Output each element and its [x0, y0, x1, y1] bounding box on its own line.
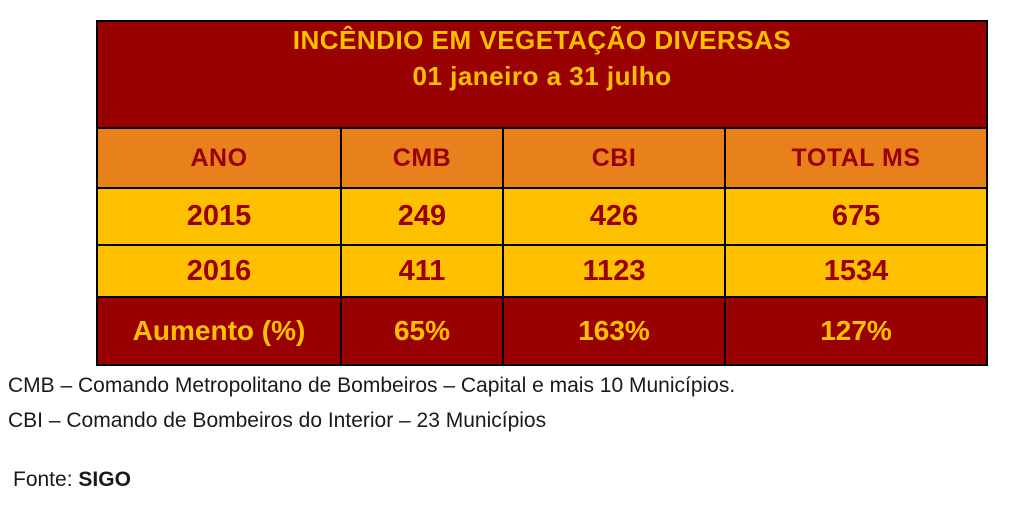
source-label: Fonte:	[13, 468, 73, 491]
cell-2016-cmb: 411	[340, 244, 504, 298]
footnotes: CMB – Comando Metropolitano de Bombeiros…	[8, 371, 735, 441]
table-title-line2: 01 janeiro a 31 julho	[412, 61, 672, 91]
cell-increase-cbi: 163%	[502, 296, 726, 366]
table-title-cell: INCÊNDIO EM VEGETAÇÃO DIVERSAS 01 janeir…	[95, 20, 989, 129]
table-row-increase: Aumento (%) 65% 163% 127%	[96, 296, 989, 366]
cell-2015-cbi: 426	[502, 187, 726, 246]
note-cmb: CMB – Comando Metropolitano de Bombeiros…	[8, 374, 736, 397]
column-header-cbi: CBI	[502, 127, 726, 189]
table-row-2015: 2015 249 426 675	[96, 187, 989, 246]
table-title-row: INCÊNDIO EM VEGETAÇÃO DIVERSAS 01 janeir…	[95, 20, 989, 129]
source-value: SIGO	[78, 468, 131, 491]
column-header-ano: ANO	[96, 127, 342, 189]
cell-2015-total: 675	[723, 187, 989, 246]
cell-2015-year: 2015	[96, 187, 342, 246]
cell-increase-cmb: 65%	[340, 296, 504, 366]
cell-2015-cmb: 249	[340, 187, 504, 246]
cell-2016-year: 2016	[96, 244, 342, 298]
source-line: Fonte: SIGO	[13, 468, 131, 492]
column-header-cmb: CMB	[340, 127, 504, 189]
cell-increase-label: Aumento (%)	[96, 296, 342, 366]
cell-2016-cbi: 1123	[502, 244, 726, 298]
note-cbi: CBI – Comando de Bombeiros do Interior –…	[8, 409, 547, 432]
table-row-2016: 2016 411 1123 1534	[96, 244, 989, 298]
cell-increase-total: 127%	[723, 296, 989, 366]
vegetation-fire-table: INCÊNDIO EM VEGETAÇÃO DIVERSAS 01 janeir…	[95, 20, 989, 366]
cell-2016-total: 1534	[723, 244, 989, 298]
table-header-row: ANO CMB CBI TOTAL MS	[96, 127, 989, 189]
column-header-total-ms: TOTAL MS	[723, 127, 989, 189]
table-title-line1: INCÊNDIO EM VEGETAÇÃO DIVERSAS	[292, 25, 792, 55]
